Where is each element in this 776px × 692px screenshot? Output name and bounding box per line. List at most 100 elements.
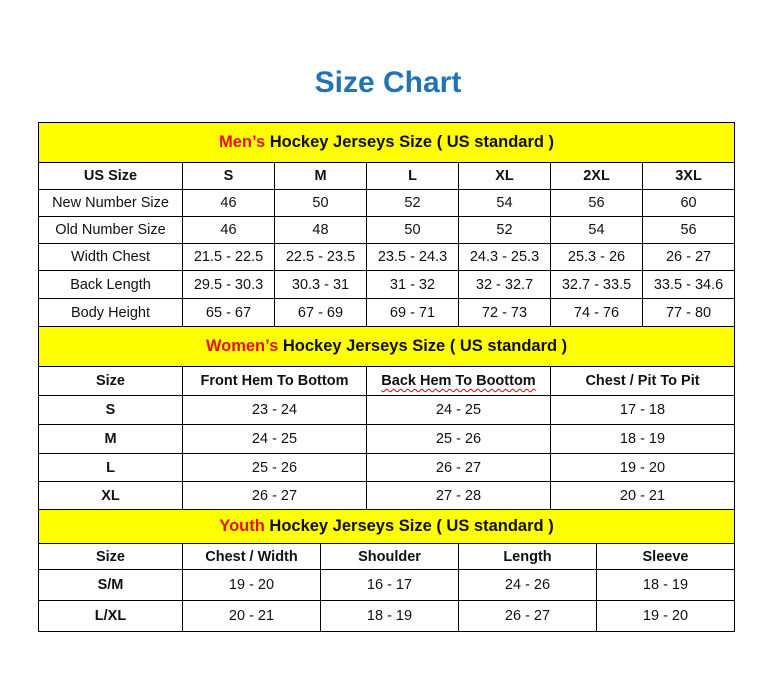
table-cell: 24 - 25 — [182, 424, 367, 454]
table-cell: 23 - 24 — [182, 395, 367, 425]
column-header: Size — [38, 543, 183, 570]
section-title-text: Hockey Jerseys Size ( US standard ) — [278, 337, 568, 355]
row-label: S/M — [38, 569, 183, 601]
column-header: Back Hem To Boottom — [366, 366, 551, 396]
column-header: 3XL — [641, 162, 736, 190]
table-cell: 20 - 21 — [182, 600, 321, 632]
women-section-title: Women’s Hockey Jerseys Size ( US standar… — [37, 326, 736, 367]
table-cell: 19 - 20 — [549, 453, 736, 482]
column-header: 2XL — [550, 162, 643, 190]
table-row: M 24 - 25 25 - 26 18 - 19 — [38, 424, 736, 454]
table-cell: 21.5 - 22.5 — [182, 243, 275, 271]
column-header: M — [274, 162, 367, 190]
table-cell: 54 — [550, 216, 643, 244]
table-cell: 26 - 27 — [182, 481, 367, 510]
table-cell: 18 - 19 — [320, 600, 459, 632]
table-cell: 52 — [366, 189, 459, 217]
table-cell: 50 — [366, 216, 459, 244]
table-cell: 20 - 21 — [549, 481, 736, 510]
table-row: L/XL 20 - 21 18 - 19 26 - 27 19 - 20 — [38, 600, 736, 632]
table-cell: 24 - 26 — [458, 569, 597, 601]
men-size-table: Men’s Hockey Jerseys Size ( US standard … — [37, 122, 736, 327]
row-label: Old Number Size — [38, 216, 183, 244]
table-cell: 25.3 - 26 — [550, 243, 643, 271]
table-cell: 54 — [458, 189, 551, 217]
section-title-text: Hockey Jerseys Size ( US standard ) — [265, 133, 555, 151]
row-label: New Number Size — [38, 189, 183, 217]
table-row: Width Chest 21.5 - 22.5 22.5 - 23.5 23.5 - … — [38, 243, 736, 271]
column-header: Length — [458, 543, 597, 570]
table-cell: 67 - 69 — [274, 298, 367, 327]
row-label: S — [38, 395, 183, 425]
table-row: S/M 19 - 20 16 - 17 24 - 26 18 - 19 — [38, 569, 736, 601]
page-title: Size Chart — [314, 66, 462, 99]
table-cell: 65 - 67 — [182, 298, 275, 327]
table-cell: 26 - 27 — [641, 243, 736, 271]
column-header: Chest / Pit To Pit — [549, 366, 736, 396]
row-label: Width Chest — [38, 243, 183, 271]
section-title-text: Hockey Jerseys Size ( US standard ) — [264, 517, 554, 535]
column-header: S — [182, 162, 275, 190]
column-header: XL — [458, 162, 551, 190]
table-cell: 50 — [274, 189, 367, 217]
row-label: Back Length — [38, 270, 183, 299]
table-row: L 25 - 26 26 - 27 19 - 20 — [38, 453, 736, 482]
section-title-accent: Youth — [219, 517, 265, 535]
table-cell: 18 - 19 — [549, 424, 736, 454]
table-cell: 27 - 28 — [366, 481, 551, 510]
table-cell: 29.5 - 30.3 — [182, 270, 275, 299]
row-label: L/XL — [38, 600, 183, 632]
table-row: New Number Size 46 50 52 54 56 60 — [38, 189, 736, 217]
table-cell: 18 - 19 — [595, 569, 736, 601]
table-cell: 30.3 - 31 — [274, 270, 367, 299]
table-cell: 26 - 27 — [458, 600, 597, 632]
column-header-text: Back Hem To Boottom — [381, 373, 536, 389]
table-cell: 74 - 76 — [550, 298, 643, 327]
column-header: Front Hem To Bottom — [182, 366, 367, 396]
header-row: Size Front Hem To Bottom Back Hem To Boott… — [38, 366, 736, 396]
table-row: S 23 - 24 24 - 25 17 - 18 — [38, 395, 736, 425]
table-cell: 24.3 - 25.3 — [458, 243, 551, 271]
table-cell: 31 - 32 — [366, 270, 459, 299]
table-cell: 23.5 - 24.3 — [366, 243, 459, 271]
table-cell: 48 — [274, 216, 367, 244]
table-cell: 32 - 32.7 — [458, 270, 551, 299]
header-row: Size Chest / Width Shoulder Length Sleeve — [38, 543, 736, 570]
row-label: Body Height — [38, 298, 183, 327]
row-label: L — [38, 453, 183, 482]
table-cell: 46 — [182, 189, 275, 217]
table-cell: 60 — [641, 189, 736, 217]
table-row: Body Height 65 - 67 67 - 69 69 - 71 72 - 73 7… — [38, 298, 736, 327]
table-row: Old Number Size 46 48 50 52 54 56 — [38, 216, 736, 244]
table-cell: 16 - 17 — [320, 569, 459, 601]
column-header: US Size — [38, 162, 183, 190]
section-title-accent: Men’s — [219, 133, 266, 151]
column-header: Chest / Width — [182, 543, 321, 570]
table-cell: 19 - 20 — [182, 569, 321, 601]
column-header: Size — [38, 366, 183, 396]
men-section-title: Men’s Hockey Jerseys Size ( US standard … — [37, 122, 736, 163]
header-row: US Size S M L XL 2XL 3XL — [38, 162, 736, 190]
table-cell: 25 - 26 — [182, 453, 367, 482]
row-label: XL — [38, 481, 183, 510]
table-row: XL 26 - 27 27 - 28 20 - 21 — [38, 481, 736, 510]
column-header: Sleeve — [595, 543, 736, 570]
table-cell: 72 - 73 — [458, 298, 551, 327]
table-cell: 19 - 20 — [595, 600, 736, 632]
youth-section-title: Youth Hockey Jerseys Size ( US standard … — [37, 509, 736, 544]
table-cell: 26 - 27 — [366, 453, 551, 482]
table-cell: 32.7 - 33.5 — [550, 270, 643, 299]
table-row: Back Length 29.5 - 30.3 30.3 - 31 31 - 32 32… — [38, 270, 736, 299]
table-cell: 22.5 - 23.5 — [274, 243, 367, 271]
table-cell: 33.5 - 34.6 — [641, 270, 736, 299]
youth-size-table: Youth Hockey Jerseys Size ( US standard … — [37, 509, 736, 632]
table-cell: 25 - 26 — [366, 424, 551, 454]
section-title-accent: Women’s — [205, 337, 279, 355]
women-size-table: Women’s Hockey Jerseys Size ( US standar… — [37, 326, 736, 510]
column-header: Shoulder — [320, 543, 459, 570]
table-cell: 17 - 18 — [549, 395, 736, 425]
table-cell: 56 — [550, 189, 643, 217]
table-cell: 52 — [458, 216, 551, 244]
table-cell: 56 — [641, 216, 736, 244]
column-header: L — [366, 162, 459, 190]
